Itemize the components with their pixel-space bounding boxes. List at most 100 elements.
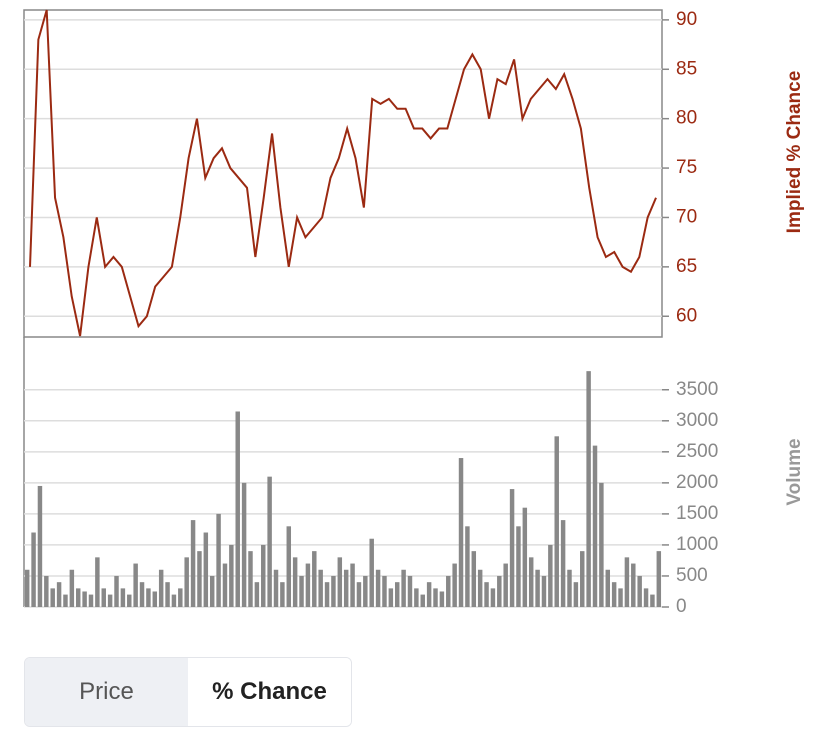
y-tick-label: 65	[676, 256, 697, 277]
bar	[248, 551, 253, 607]
bar	[414, 588, 419, 607]
bar	[299, 575, 304, 607]
bar	[567, 569, 572, 607]
bar	[477, 569, 483, 607]
bar	[337, 557, 343, 607]
y-tick-label: 2500	[676, 441, 718, 462]
bar	[209, 575, 215, 607]
bar	[446, 575, 451, 607]
bar	[75, 588, 81, 607]
bar	[452, 563, 457, 607]
bar	[267, 476, 272, 607]
bar	[146, 588, 151, 607]
bar	[401, 569, 406, 607]
bar	[171, 594, 177, 607]
bar	[560, 520, 566, 607]
bar	[573, 582, 579, 607]
bar	[592, 445, 598, 607]
view-toggle: Price % Chance	[24, 657, 352, 727]
bar	[107, 594, 113, 607]
bar	[178, 588, 183, 607]
bar	[280, 582, 285, 607]
bar	[618, 588, 623, 607]
bar	[426, 582, 432, 607]
bar	[261, 544, 266, 607]
top-frame	[23, 9, 663, 338]
y-tick-label: 0	[676, 596, 687, 617]
bar	[535, 569, 540, 607]
bar	[139, 582, 145, 607]
bar	[369, 538, 374, 607]
bar	[509, 489, 515, 607]
y-tick-label: 1000	[676, 534, 718, 555]
bar	[324, 582, 330, 607]
bar	[222, 563, 228, 607]
y-axis-title: Volume	[784, 438, 805, 505]
y-tick-label: 75	[676, 157, 697, 178]
bar	[458, 458, 464, 607]
bar	[465, 526, 470, 607]
bar	[197, 551, 202, 607]
bar	[388, 588, 394, 607]
bar	[586, 371, 591, 607]
bar	[88, 594, 94, 607]
bar	[439, 591, 445, 607]
y-tick-label: 80	[676, 108, 697, 129]
bar	[356, 582, 362, 607]
bar	[522, 507, 528, 607]
bar	[331, 575, 336, 607]
bar	[50, 588, 55, 607]
bar	[101, 588, 106, 607]
bar	[624, 557, 630, 607]
bar	[63, 594, 68, 607]
bar	[350, 563, 355, 607]
y-tick-label: 500	[676, 565, 708, 586]
y-tick-label: 85	[676, 58, 697, 79]
bar	[184, 557, 189, 607]
bar	[44, 575, 49, 607]
bar	[82, 591, 87, 607]
y-tick-label: 3500	[676, 379, 718, 400]
y-tick-label: 3000	[676, 410, 718, 431]
line	[29, 9, 657, 337]
y-tick-label: 70	[676, 206, 697, 227]
bar	[541, 575, 547, 607]
bar	[382, 575, 387, 607]
bar	[229, 544, 234, 607]
bar	[203, 532, 209, 607]
bar	[490, 588, 496, 607]
bar	[56, 582, 62, 607]
bar	[254, 582, 260, 607]
bar	[165, 582, 170, 607]
bar	[497, 575, 502, 607]
bar	[650, 594, 655, 607]
bar	[643, 588, 649, 607]
bar	[305, 563, 311, 607]
bar	[611, 582, 617, 607]
y-tick-label: 1500	[676, 503, 718, 524]
bar	[133, 563, 138, 607]
bar	[343, 569, 349, 607]
chart: Implied % Chance Volume 60 65 70 75 80 85 90 0 5…	[23, 9, 805, 617]
bar	[407, 575, 413, 607]
bar	[152, 591, 158, 607]
bar	[554, 436, 559, 607]
toggle-option[interactable]: Price	[25, 658, 188, 726]
bar	[548, 544, 553, 607]
bar	[292, 557, 298, 607]
bar	[516, 526, 521, 607]
bar	[363, 575, 368, 607]
bar	[69, 569, 75, 607]
bar	[273, 569, 279, 607]
bar	[312, 551, 317, 607]
y-tick-label: 2000	[676, 472, 718, 493]
bar	[235, 411, 240, 607]
bar	[637, 575, 642, 607]
bar	[318, 569, 323, 607]
bar	[420, 594, 425, 607]
y-tick-label: 90	[676, 9, 697, 30]
toggle-option[interactable]: % Chance	[188, 658, 351, 726]
bar	[631, 563, 636, 607]
bar	[286, 526, 292, 607]
